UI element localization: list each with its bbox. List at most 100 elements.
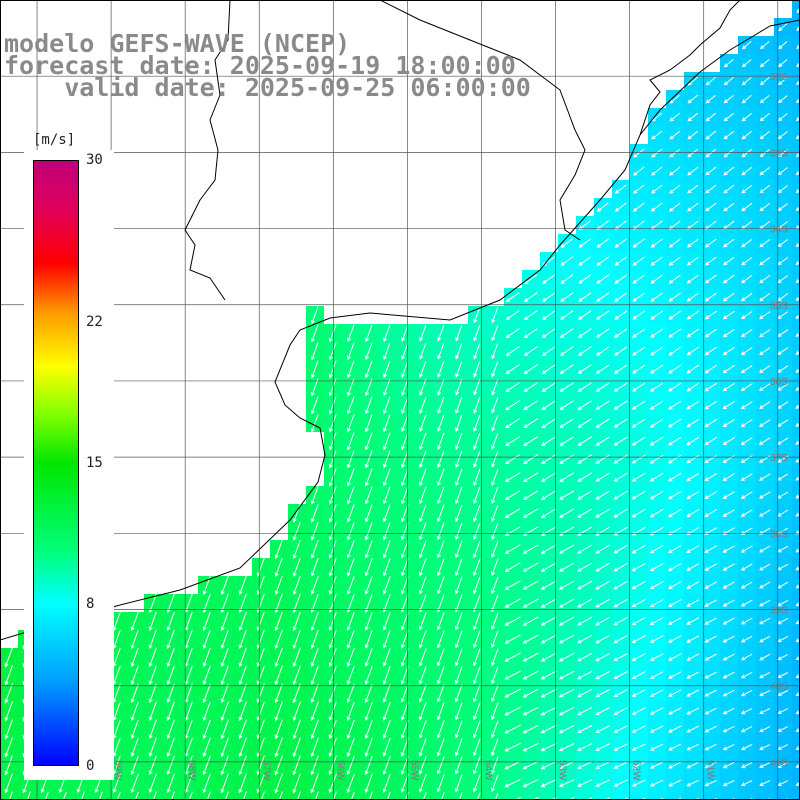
wind-arrow: [704, 509, 718, 518]
wind-arrow: [310, 504, 319, 523]
wind-arrow: [491, 684, 499, 703]
wind-arrow: [382, 522, 391, 541]
wind-arrow: [540, 760, 557, 770]
wind-arrow: [631, 436, 646, 446]
wind-arrow: [386, 791, 391, 800]
wind-arrow: [440, 792, 445, 800]
wind-arrow: [346, 647, 355, 667]
wind-arrow: [704, 364, 717, 374]
wind-arrow: [134, 791, 139, 800]
wind-arrow: [613, 616, 628, 626]
wind-arrow: [722, 707, 735, 715]
wind-arrow: [669, 112, 681, 122]
wind-arrow: [220, 755, 229, 776]
wind-arrow: [631, 490, 646, 500]
wind-arrow: [522, 724, 539, 734]
wind-arrow: [614, 346, 628, 356]
wind-arrow: [795, 566, 800, 571]
wind-arrow: [310, 665, 319, 686]
wind-arrow: [687, 112, 699, 122]
wind-arrow: [148, 629, 157, 650]
wind-arrow: [759, 311, 771, 320]
wind-arrow: [202, 611, 211, 632]
wind-arrow: [473, 361, 481, 378]
wind-arrow: [419, 325, 427, 342]
wind-cell: [612, 792, 630, 800]
lat-label: 34S: [770, 225, 788, 236]
wind-arrow: [722, 780, 735, 787]
wind-arrow: [595, 544, 611, 554]
wind-arrow: [559, 544, 575, 554]
wind-arrow: [202, 665, 211, 686]
wind-arrow: [595, 634, 611, 644]
wind-arrow: [364, 719, 373, 740]
wind-arrow: [523, 310, 538, 321]
wind-arrow: [310, 629, 319, 650]
wind-cell: [792, 216, 800, 234]
wind-cell: [792, 522, 800, 540]
wind-arrow: [80, 791, 85, 800]
wind-arrow: [758, 401, 771, 409]
wind-arrow: [668, 761, 682, 769]
wind-arrow: [686, 689, 700, 697]
wind-arrow: [491, 432, 499, 450]
wind-arrow: [632, 184, 645, 194]
wind-arrow: [649, 436, 664, 446]
wind-arrow: [631, 598, 646, 608]
wind-arrow: [473, 307, 481, 324]
wind-arrow: [649, 617, 664, 626]
wind-arrow: [686, 743, 699, 751]
wind-arrow: [668, 382, 682, 392]
wind-arrow: [650, 364, 664, 374]
wind-arrow: [668, 472, 682, 482]
wind-cell: [270, 792, 288, 800]
wind-cell: [180, 792, 198, 800]
wind-arrow: [596, 202, 609, 212]
wind-arrow: [541, 328, 556, 339]
wind-arrow: [649, 725, 664, 733]
wind-arrow: [795, 602, 800, 607]
wind-arrow: [310, 773, 319, 794]
wind-arrow: [220, 719, 229, 740]
wind-cell: [774, 792, 792, 800]
wind-arrow: [365, 396, 373, 415]
wind-arrow: [505, 436, 521, 447]
wind-arrow: [364, 647, 373, 667]
wind-arrow: [577, 472, 593, 482]
wind-arrow: [418, 720, 427, 739]
wind-arrow: [472, 630, 481, 649]
wind-arrow: [558, 743, 575, 752]
wind-cell: [684, 792, 702, 800]
wind-arrow: [4, 665, 13, 686]
wind-arrow: [310, 522, 319, 541]
wind-arrow: [631, 779, 646, 787]
wind-arrow: [668, 563, 682, 572]
wind-arrow: [741, 202, 753, 212]
wind-arrow: [491, 522, 499, 541]
wind-arrow: [473, 432, 481, 450]
colorbar-unit: [m/s]: [33, 132, 76, 148]
wind-arrow: [491, 702, 499, 721]
wind-cell: [738, 792, 756, 800]
wind-arrow: [454, 702, 463, 721]
wind-arrow: [292, 521, 301, 541]
wind-arrow: [704, 310, 717, 320]
wind-arrow: [686, 418, 700, 428]
wind-arrow: [4, 701, 13, 722]
wind-arrow: [505, 418, 521, 429]
wind-arrow: [722, 563, 735, 571]
wind-arrow: [704, 274, 717, 284]
wind-arrow: [559, 562, 575, 572]
wind-arrow: [382, 468, 391, 487]
lat-label: 33S: [770, 148, 788, 159]
wind-arrow: [722, 400, 735, 410]
wind-arrow: [541, 472, 557, 482]
wind-arrow: [455, 522, 463, 541]
wind-arrow: [522, 562, 539, 572]
wind-arrow: [364, 701, 373, 721]
wind-arrow: [649, 544, 664, 554]
wind-arrow: [455, 361, 463, 378]
wind-arrow: [491, 756, 499, 775]
wind-arrow: [631, 580, 646, 590]
wind-cell: [792, 360, 800, 378]
